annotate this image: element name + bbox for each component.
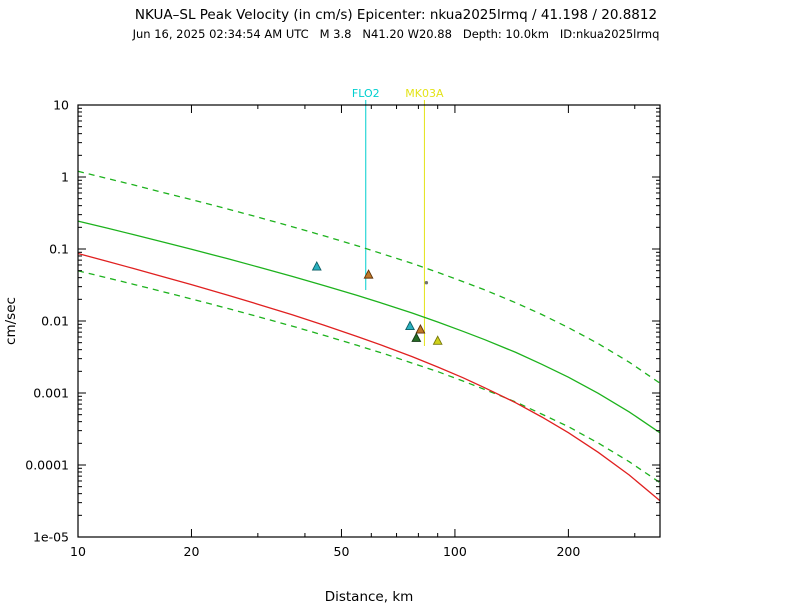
x-tick-label: 10 (70, 544, 86, 559)
curve-prediction-minus-sigma (77, 270, 661, 484)
station-triangle-marker (405, 320, 415, 330)
page-title: NKUA–SL Peak Velocity (in cm/s) Epicente… (134, 7, 658, 23)
x-axis-label: Distance, km (325, 589, 414, 605)
station-triangle-marker (311, 261, 322, 271)
y-tick-label: 1e-05 (33, 530, 69, 545)
y-tick-label: 0.0001 (25, 458, 69, 473)
x-tick-label: 200 (556, 544, 580, 559)
y-axis-label: cm/sec (3, 297, 19, 345)
station-dot-marker (424, 281, 429, 285)
curve-prediction-median (77, 220, 661, 434)
tick-labels: 10 20 50 100 200 10 1 0.1 0.01 0.001 0.0001 1e-05 (25, 98, 580, 560)
x-tick-label: 50 (334, 544, 350, 559)
station-triangle-marker (415, 324, 426, 334)
station-triangle-marker (411, 332, 422, 342)
plot-frame (77, 104, 661, 538)
station-triangle-marker (363, 269, 374, 279)
station-triangle-marker (432, 335, 443, 345)
station-label-MK03A: MK03A (405, 87, 444, 100)
y-tick-label: 10 (53, 98, 69, 113)
station-label-FLO2: FLO2 (352, 87, 380, 100)
curve-secondary-model (77, 252, 661, 502)
page-subtitle: Jun 16, 2025 02:34:54 AM UTC M 3.8 N41.2… (132, 27, 660, 41)
y-tick-label: 0.01 (41, 314, 69, 329)
x-tick-label: 20 (184, 544, 200, 559)
y-tick-label: 1 (61, 170, 69, 185)
axis-ticks (77, 104, 660, 538)
y-tick-label: 0.001 (33, 386, 69, 401)
x-tick-label: 100 (443, 544, 467, 559)
y-tick-label: 0.1 (49, 242, 69, 257)
